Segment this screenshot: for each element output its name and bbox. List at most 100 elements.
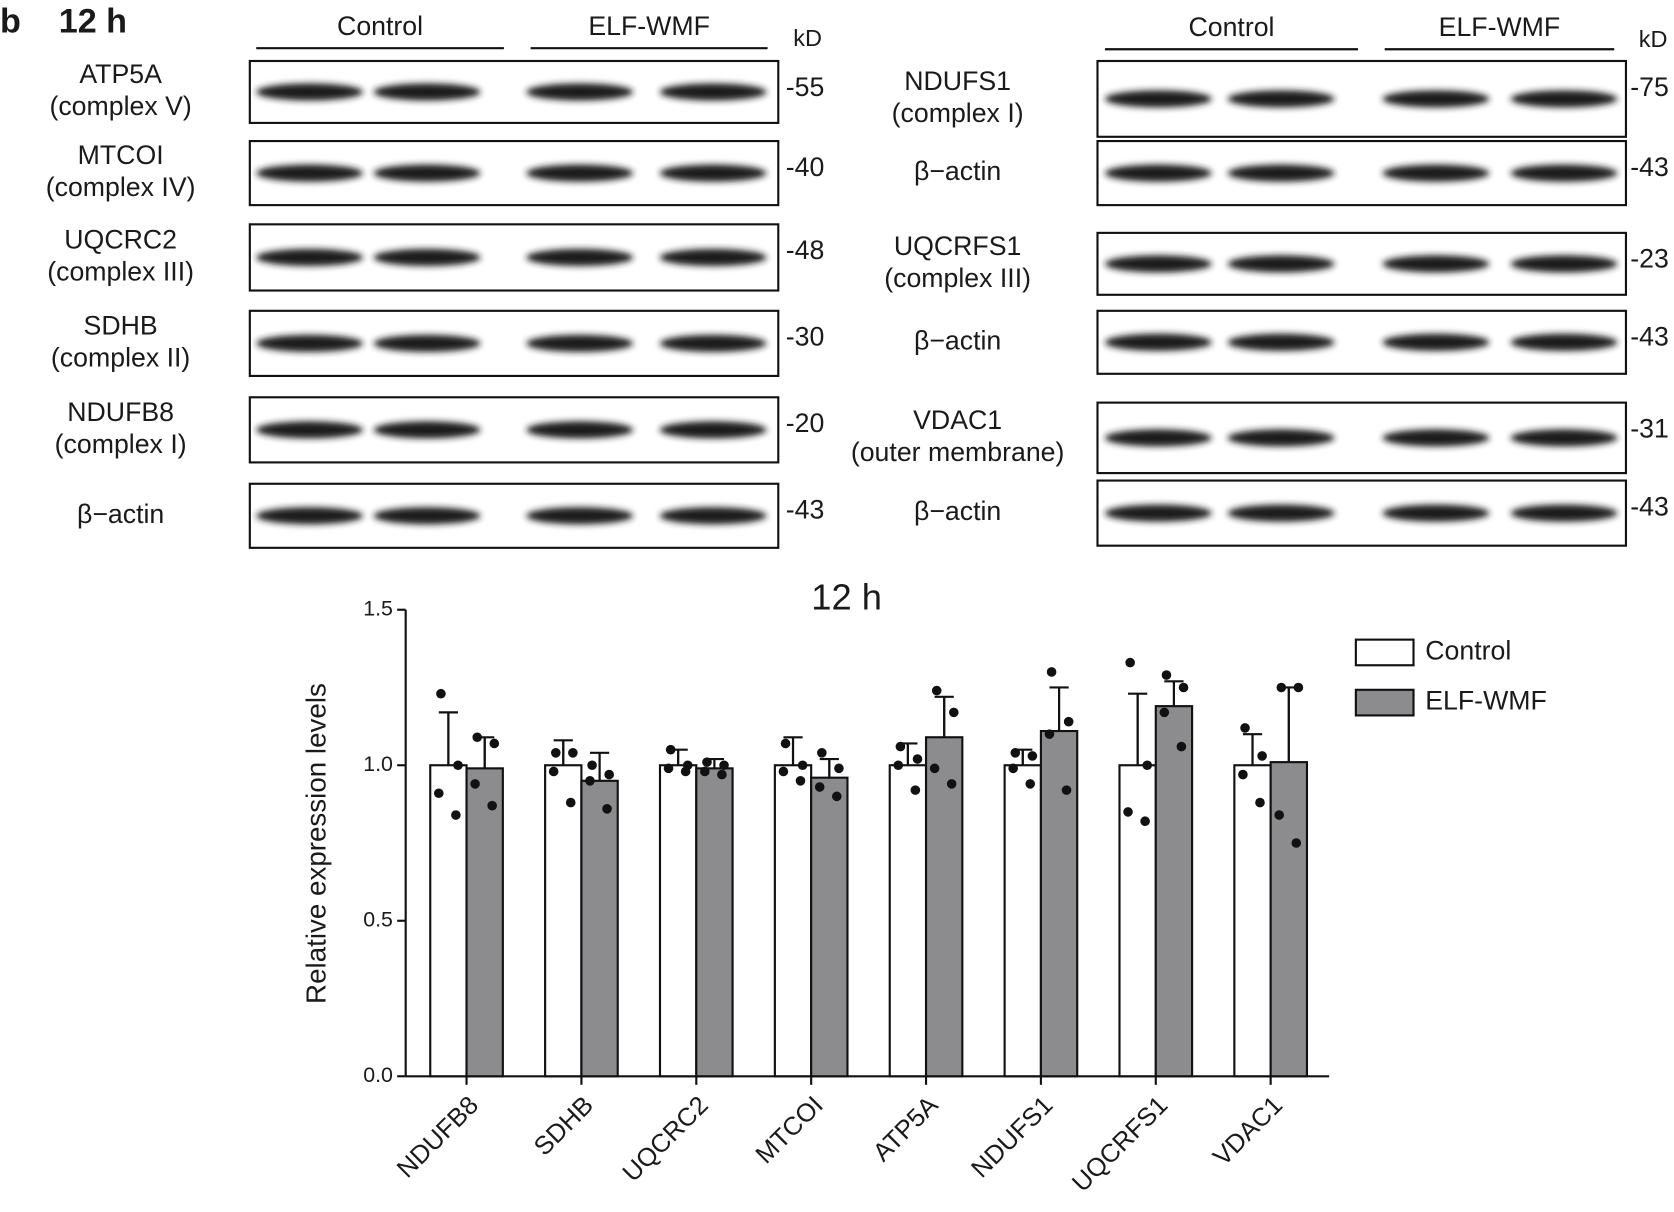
band: [1227, 164, 1335, 182]
protein-label: NDUFS1: [904, 66, 1011, 96]
band: [1104, 429, 1212, 447]
protein-label: (complex IV): [46, 172, 196, 202]
band: [1382, 255, 1490, 273]
band: [1510, 90, 1618, 108]
band: [1104, 333, 1212, 351]
x-tick-label: VDAC1: [1208, 1091, 1288, 1171]
band: [1227, 429, 1335, 447]
data-point: [565, 797, 576, 808]
data-point: [489, 738, 500, 749]
bar: [1269, 761, 1309, 1078]
band: [1227, 333, 1335, 351]
data-point: [1010, 748, 1021, 758]
band: [1382, 164, 1490, 182]
data-point: [780, 738, 791, 749]
data-point: [663, 763, 674, 774]
data-point: [1293, 682, 1304, 693]
x-tick-label: UQCRC2: [618, 1091, 714, 1187]
band: [373, 248, 481, 266]
protein-label: (complex III): [47, 256, 194, 286]
data-point: [1027, 751, 1038, 761]
legend-label: ELF-WMF: [1425, 686, 1547, 716]
data-point: [550, 748, 561, 758]
data-point: [719, 760, 729, 771]
protein-label: (complex V): [49, 91, 191, 121]
band: [659, 248, 767, 266]
data-point: [451, 810, 461, 820]
data-point: [433, 788, 444, 799]
data-point: [831, 791, 842, 802]
band: [1227, 90, 1335, 108]
band: [659, 334, 767, 352]
band: [373, 507, 481, 525]
bar: [888, 764, 928, 1078]
data-point: [585, 775, 595, 786]
data-point: [931, 685, 942, 696]
data-point: [948, 707, 959, 718]
bar: [1118, 764, 1157, 1078]
data-point: [895, 741, 906, 752]
data-point: [1240, 723, 1250, 733]
band: [373, 334, 481, 352]
band: [526, 334, 634, 352]
data-point: [436, 688, 446, 699]
data-point: [1159, 707, 1170, 718]
legend-label: Control: [1425, 635, 1511, 665]
group-label: ELF-WMF: [588, 11, 710, 41]
bar: [429, 764, 468, 1078]
group-label: Control: [1188, 12, 1274, 42]
data-point: [834, 763, 844, 774]
y-tick-label: 0.5: [363, 907, 393, 931]
kd-label: -55: [786, 72, 825, 102]
data-point: [1257, 751, 1267, 761]
protein-label: UQCRFS1: [894, 231, 1022, 261]
kd-label: -43: [786, 495, 825, 525]
band: [526, 421, 634, 439]
band: [373, 164, 481, 182]
kd-label: -30: [786, 322, 825, 352]
data-point: [1046, 667, 1057, 677]
band: [373, 421, 481, 439]
data-point: [1238, 769, 1248, 780]
bar: [695, 767, 734, 1078]
data-point: [453, 760, 463, 771]
band: [1104, 164, 1212, 182]
protein-label: (complex I): [892, 98, 1024, 128]
bar: [580, 779, 619, 1078]
data-point: [1025, 779, 1036, 789]
chart-title: 12 h: [811, 577, 882, 618]
band: [659, 83, 767, 101]
band: [1382, 504, 1490, 522]
data-point: [1161, 670, 1172, 680]
bar: [1039, 729, 1079, 1078]
x-tick-label: UQCRFS1: [1067, 1091, 1173, 1197]
band: [526, 164, 634, 182]
panel-time: 12 h: [59, 3, 127, 41]
data-point: [680, 766, 691, 777]
y-tick-label: 0.0: [363, 1063, 393, 1087]
band: [1510, 164, 1618, 182]
protein-label: β−actin: [914, 156, 1001, 186]
x-tick-label: NDUFB8: [392, 1091, 484, 1183]
data-point: [946, 779, 957, 789]
data-point: [548, 766, 559, 777]
band: [659, 507, 767, 525]
band: [1382, 333, 1490, 351]
data-point: [817, 748, 827, 758]
bar: [1154, 705, 1194, 1078]
band: [1227, 504, 1335, 522]
data-point: [795, 775, 806, 786]
data-point: [568, 748, 578, 758]
protein-label: NDUFB8: [67, 397, 174, 427]
data-point: [1123, 807, 1133, 817]
data-point: [717, 769, 727, 780]
data-point: [1008, 763, 1018, 774]
y-tick-label: 1.0: [363, 752, 393, 776]
legend-swatch: [1354, 688, 1415, 717]
band: [1510, 255, 1618, 273]
data-point: [604, 769, 614, 780]
data-point: [1291, 838, 1302, 848]
data-point: [702, 757, 712, 767]
protein-label: UQCRC2: [64, 224, 177, 254]
